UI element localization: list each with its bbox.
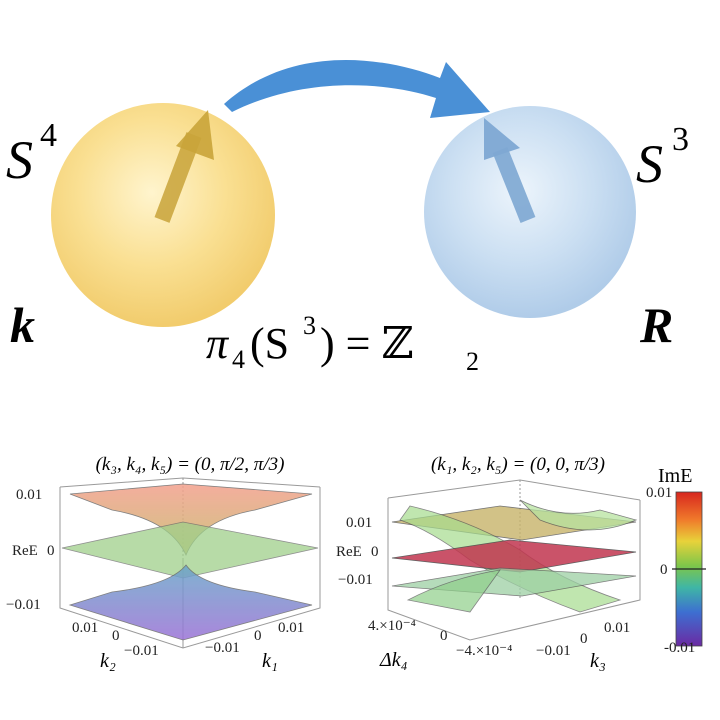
svg-text:) = ℤ: ) = ℤ [320, 319, 414, 368]
svg-text:0.01: 0.01 [72, 620, 98, 636]
svg-text:2: 2 [466, 347, 479, 376]
svg-text:0: 0 [371, 544, 379, 560]
plot-panel-right: (k₁, k₂, k₅) = (0, 0, π/3) 0.01 ReE 0 −0… [336, 454, 641, 672]
svg-text:0.01: 0.01 [16, 487, 42, 503]
panel-right-x1label: Δk₄ [379, 649, 408, 671]
left-sphere-label: S [6, 130, 33, 190]
plot-panel-left: (k₃, k₄, k₅) = (0, π/2, π/3) 0.01 ReE 0 … [6, 454, 321, 672]
panel-right-zlabel: ReE [336, 544, 362, 560]
svg-text:−0.01: −0.01 [338, 572, 373, 588]
homotopy-formula: π 4 (S 3 ) = ℤ 2 [206, 311, 479, 376]
panel-left-x2label: k₁ [262, 650, 278, 672]
svg-text:3: 3 [303, 311, 316, 340]
svg-text:0: 0 [112, 628, 120, 644]
svg-text:−4.×10⁻⁴: −4.×10⁻⁴ [456, 643, 512, 659]
vector-r-arrow-icon [484, 118, 536, 223]
homotopy-diagram: S 4 S 3 k R π 4 (S 3 ) = ℤ 2 [6, 59, 689, 376]
svg-text:0.01: 0.01 [346, 515, 372, 531]
left-vector-label: k [10, 297, 35, 353]
svg-text:0.01: 0.01 [278, 620, 304, 636]
panel-left-x1label: k₂ [100, 650, 116, 672]
colorbar-title: ImE [658, 465, 692, 487]
svg-text:0: 0 [254, 628, 262, 644]
colorbar: ImE 0.01 0 -0.01 [646, 465, 706, 656]
svg-text:−0.01: −0.01 [205, 640, 240, 656]
svg-text:4.×10⁻⁴: 4.×10⁻⁴ [368, 618, 416, 634]
panel-right-x2label: k₃ [590, 650, 606, 672]
svg-text:0: 0 [660, 562, 668, 578]
svg-text:0: 0 [440, 628, 448, 644]
svg-text:0: 0 [47, 543, 55, 559]
svg-text:0.01: 0.01 [604, 620, 630, 636]
panel-left-zlabel: ReE [12, 543, 38, 559]
svg-text:0: 0 [580, 631, 588, 647]
right-sphere-label: S [636, 134, 663, 194]
svg-text:−0.01: −0.01 [124, 643, 159, 659]
right-sphere-sup: 3 [672, 121, 689, 158]
svg-text:(S: (S [250, 319, 289, 368]
svg-text:π: π [206, 319, 230, 368]
panel-left-title: (k₃, k₄, k₅) = (0, π/2, π/3) [96, 454, 285, 475]
map-arrow-body [224, 59, 490, 118]
svg-text:−0.01: −0.01 [6, 597, 41, 613]
svg-text:4: 4 [232, 345, 245, 374]
vector-k-arrow-icon [154, 110, 214, 223]
right-vector-label: R [639, 297, 673, 353]
svg-text:-0.01: -0.01 [664, 640, 695, 656]
panel-right-title: (k₁, k₂, k₅) = (0, 0, π/3) [431, 454, 605, 475]
svg-text:−0.01: −0.01 [536, 643, 571, 659]
svg-text:0.01: 0.01 [646, 485, 672, 501]
left-sphere-sup: 4 [40, 117, 57, 154]
